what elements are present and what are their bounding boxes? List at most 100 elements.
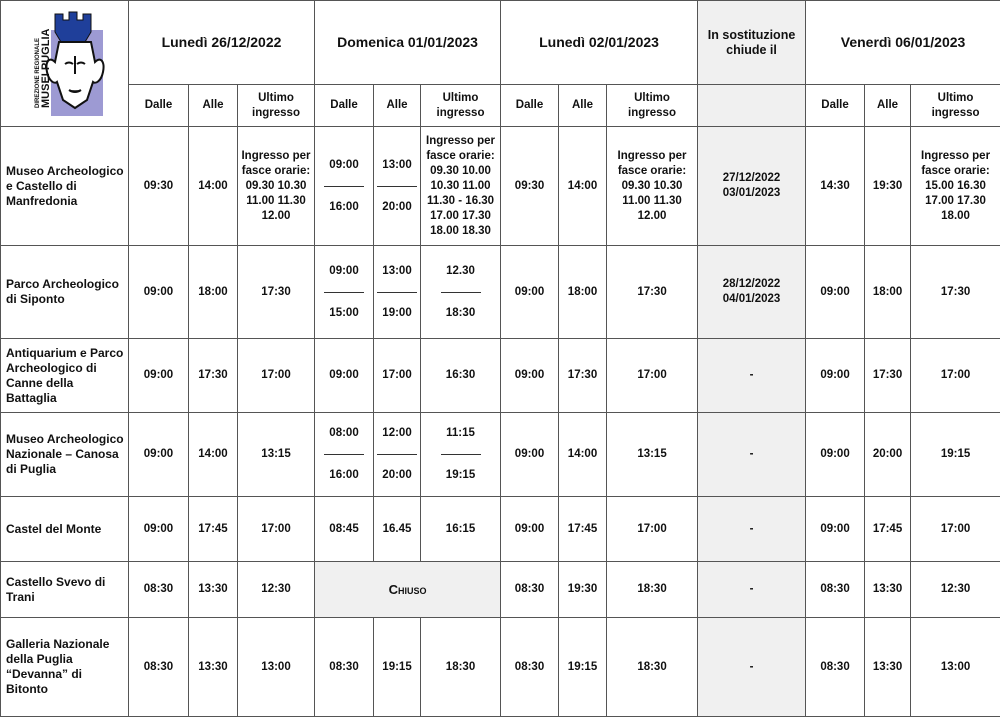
time-cell: 13:00 bbox=[238, 618, 315, 717]
time-cell: 17:00 bbox=[238, 497, 315, 562]
musei-puglia-logo: DIREZIONE REGIONALE MUSEI PUGLIA bbox=[3, 1, 126, 126]
time-cell: 09:00 bbox=[501, 246, 559, 339]
time-cell: Ingresso per fasce orarie: 09.30 10.30 1… bbox=[238, 127, 315, 246]
time-cell: 17:30 bbox=[238, 246, 315, 339]
day-header: Lunedì 26/12/2022 bbox=[129, 1, 315, 85]
time-cell: 14:00 bbox=[559, 413, 607, 497]
col-header-last: Ultimo ingresso bbox=[607, 85, 698, 127]
time-cell: 17:00 bbox=[911, 497, 1000, 562]
time-cell: 08:45 bbox=[315, 497, 374, 562]
museum-name: Galleria Nazionale della Puglia “Devanna… bbox=[1, 618, 129, 717]
time-cell: 09:00 bbox=[501, 413, 559, 497]
time-cell: 17:30 bbox=[607, 246, 698, 339]
divider bbox=[441, 292, 481, 293]
time-cell: 19:30 bbox=[865, 127, 911, 246]
time-cell: 17:00 bbox=[607, 497, 698, 562]
time-cell: 17:45 bbox=[559, 497, 607, 562]
divider bbox=[324, 292, 364, 293]
time-cell: 13:15 bbox=[607, 413, 698, 497]
time-cell: 09:00 bbox=[315, 339, 374, 413]
time-cell: 14:00 bbox=[559, 127, 607, 246]
divider bbox=[377, 186, 417, 187]
table-row: Antiquarium e Parco Archeologico di Cann… bbox=[1, 339, 1000, 413]
time-cell: Ingresso per fasce orarie: 15.00 16.30 1… bbox=[911, 127, 1000, 246]
time-bottom: 15:00 bbox=[329, 307, 358, 319]
time-cell: 17:30 bbox=[865, 339, 911, 413]
museum-name: Museo Archeologico e Castello di Manfred… bbox=[1, 127, 129, 246]
time-cell: 13:30 bbox=[189, 562, 238, 618]
day-header: Domenica 01/01/2023 bbox=[315, 1, 501, 85]
replacement-date-cell: - bbox=[698, 618, 806, 717]
time-cell: 09:00 bbox=[806, 497, 865, 562]
time-top: 12:00 bbox=[382, 427, 411, 439]
col-header-to: Alle bbox=[374, 85, 421, 127]
time-cell: 17:00 bbox=[607, 339, 698, 413]
time-cell: 19:15 bbox=[374, 618, 421, 717]
time-cell: 08:30 bbox=[129, 618, 189, 717]
time-cell: 17:45 bbox=[189, 497, 238, 562]
time-cell: 17:00 bbox=[911, 339, 1000, 413]
time-cell: 13:00 bbox=[911, 618, 1000, 717]
time-cell: 09:30 bbox=[129, 127, 189, 246]
time-top: 08:00 bbox=[329, 427, 358, 439]
divider bbox=[324, 186, 364, 187]
time-cell: 08:30 bbox=[501, 618, 559, 717]
time-cell: 16:15 bbox=[421, 497, 501, 562]
time-cell: 17:30 bbox=[911, 246, 1000, 339]
time-cell: 19:15 bbox=[559, 618, 607, 717]
time-cell: 14:00 bbox=[189, 413, 238, 497]
time-cell: 12:30 bbox=[911, 562, 1000, 618]
time-cell: 13:15 bbox=[238, 413, 315, 497]
time-top: 13:00 bbox=[382, 159, 411, 171]
time-cell: 09:00 bbox=[129, 339, 189, 413]
divider bbox=[441, 454, 481, 455]
col-header-to: Alle bbox=[189, 85, 238, 127]
time-cell: 17:45 bbox=[865, 497, 911, 562]
time-cell: 09:00 bbox=[129, 413, 189, 497]
time-bottom: 19:00 bbox=[382, 307, 411, 319]
col-header-from: Dalle bbox=[315, 85, 374, 127]
time-cell: 09:00 bbox=[129, 246, 189, 339]
time-bottom: 18:30 bbox=[446, 307, 475, 319]
table-row: Galleria Nazionale della Puglia “Devanna… bbox=[1, 618, 1000, 717]
closed-cell: Chiuso bbox=[315, 562, 501, 618]
museum-name: Parco Archeologico di Siponto bbox=[1, 246, 129, 339]
time-bottom: 16:00 bbox=[329, 469, 358, 481]
time-cell: 08:30 bbox=[315, 618, 374, 717]
replacement-date-cell: 27/12/2022 03/01/2023 bbox=[698, 127, 806, 246]
time-cell: 17:30 bbox=[189, 339, 238, 413]
time-cell: 19:15 bbox=[911, 413, 1000, 497]
time-top: 13:00 bbox=[382, 265, 411, 277]
time-cell: 20:00 bbox=[865, 413, 911, 497]
time-top: 09:00 bbox=[329, 265, 358, 277]
day-header: Lunedì 02/01/2023 bbox=[501, 1, 698, 85]
time-cell: 12:30 bbox=[238, 562, 315, 618]
time-cell: 09:00 bbox=[806, 339, 865, 413]
replacement-header: In sostituzione chiude il bbox=[698, 1, 806, 85]
time-cell: 17:30 bbox=[559, 339, 607, 413]
time-top: 09:00 bbox=[329, 159, 358, 171]
replacement-date-cell: - bbox=[698, 413, 806, 497]
time-bottom: 16:00 bbox=[329, 201, 358, 213]
replacement-date-cell: - bbox=[698, 497, 806, 562]
museum-name: Antiquarium e Parco Archeologico di Cann… bbox=[1, 339, 129, 413]
col-header-to: Alle bbox=[865, 85, 911, 127]
time-cell: 18:00 bbox=[559, 246, 607, 339]
time-cell: 17:00 bbox=[374, 339, 421, 413]
time-cell: 08:30 bbox=[806, 562, 865, 618]
table-row: Museo Archeologico e Castello di Manfred… bbox=[1, 127, 1000, 246]
time-cell: 08:30 bbox=[501, 562, 559, 618]
time-cell: Ingresso per fasce orarie: 09.30 10.30 1… bbox=[607, 127, 698, 246]
time-top: 11:15 bbox=[446, 427, 475, 439]
time-cell: 18:00 bbox=[865, 246, 911, 339]
table-row: Museo Archeologico Nazionale – Canosa di… bbox=[1, 413, 1000, 497]
museum-name: Castel del Monte bbox=[1, 497, 129, 562]
replacement-date-cell: - bbox=[698, 562, 806, 618]
col-header-last: Ultimo ingresso bbox=[421, 85, 501, 127]
time-cell: 16:30 bbox=[421, 339, 501, 413]
time-cell: 17:00 bbox=[238, 339, 315, 413]
time-cell: 13:30 bbox=[865, 618, 911, 717]
